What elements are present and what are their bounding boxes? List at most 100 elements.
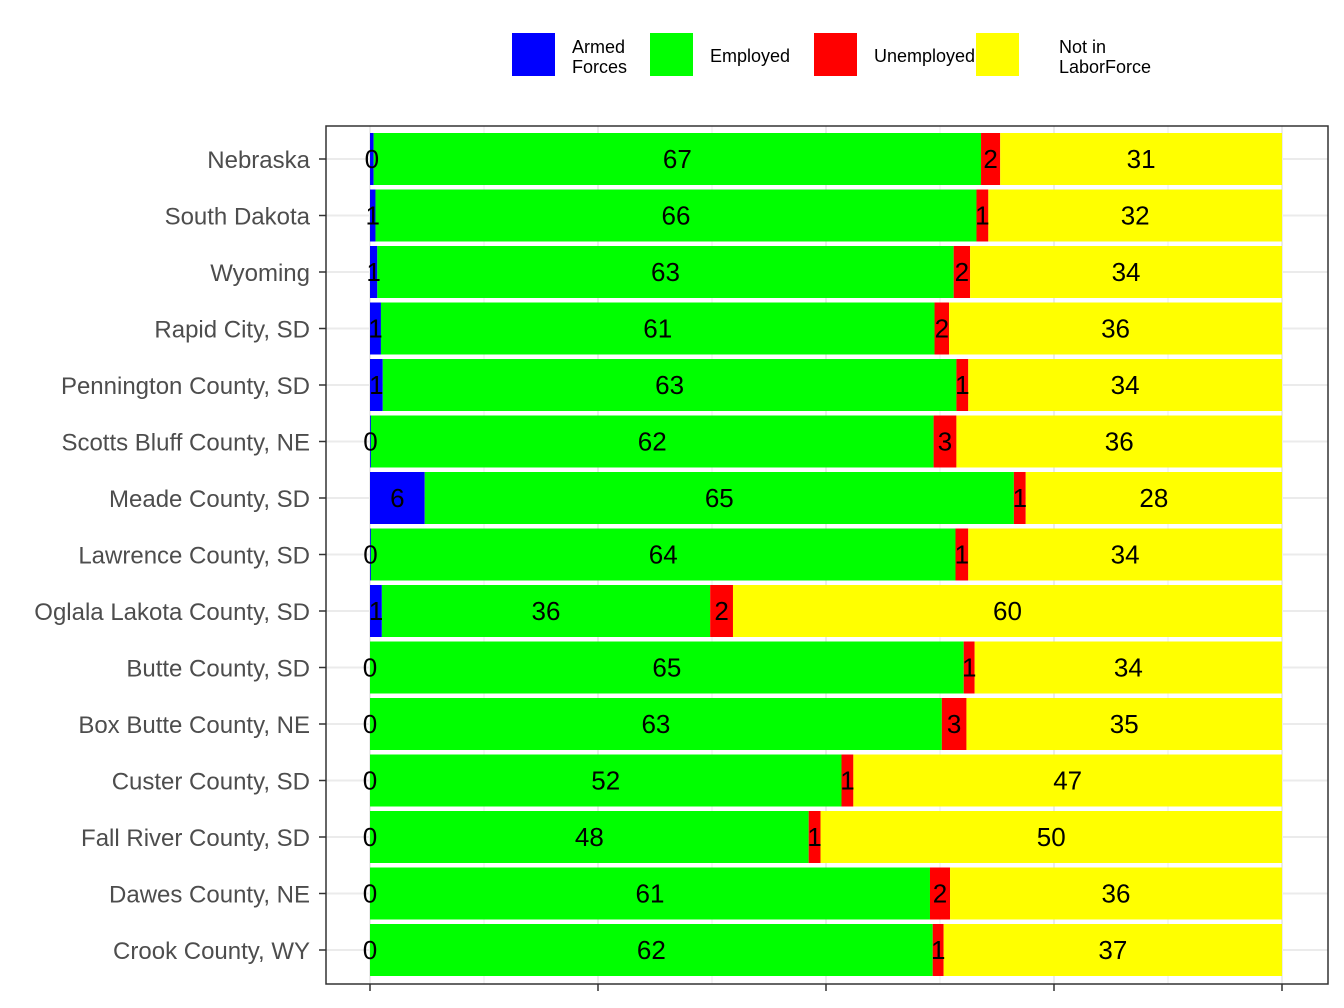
- bar-value-label: 1: [369, 370, 383, 400]
- bar-segment-armed-forces: [370, 133, 374, 185]
- bar-segment-unemployed: [953, 246, 971, 298]
- bar-segment-employed: [370, 811, 809, 863]
- bar-value-label: 1: [369, 596, 383, 626]
- bar-segment-unemployed: [929, 867, 951, 920]
- bar-value-label: 1: [1013, 483, 1027, 513]
- bar-value-label: 1: [840, 766, 854, 796]
- bar-segment-employed: [370, 867, 930, 920]
- bar-value-label: 0: [365, 144, 379, 174]
- bar-segment-armed-forces: [370, 302, 381, 355]
- bar-segment-not-in-laborforce: [966, 698, 1282, 750]
- bar-value-label: 48: [575, 822, 604, 852]
- bar-segment-employed: [380, 302, 935, 355]
- bar-segment-not-in-laborforce: [968, 528, 1282, 581]
- bar-value-label: 36: [1102, 879, 1131, 909]
- bar-value-label: 3: [947, 709, 961, 739]
- bar-value-label: 62: [638, 427, 667, 457]
- bar-value-label: 1: [368, 314, 382, 344]
- bar-segment-unemployed: [981, 133, 1001, 185]
- bar-value-label: 0: [363, 540, 377, 570]
- bar-value-label: 0: [363, 935, 377, 965]
- bar-segment-not-in-laborforce: [970, 246, 1282, 298]
- bar-segment-armed-forces: [370, 472, 425, 524]
- bar-segment-unemployed: [932, 924, 944, 976]
- bar-segment-not-in-laborforce: [853, 754, 1282, 807]
- bar-segment-employed: [424, 472, 1014, 524]
- bar-value-label: 66: [662, 201, 691, 231]
- bar-value-label: 64: [649, 540, 678, 570]
- bar-value-label: 63: [641, 709, 670, 739]
- bar-value-label: 0: [363, 653, 377, 683]
- bar-value-label: 34: [1111, 370, 1140, 400]
- bar-segment-unemployed: [963, 641, 975, 694]
- bar-segment-not-in-laborforce: [732, 585, 1282, 637]
- bar-segment-unemployed: [941, 698, 967, 750]
- bar-value-label: 65: [705, 483, 734, 513]
- legend-key-employed: [650, 33, 693, 76]
- bar-segment-not-in-laborforce: [974, 641, 1282, 694]
- y-tick-label: Butte County, SD: [126, 656, 310, 683]
- bar-segment-armed-forces: [370, 359, 383, 411]
- legend-label: Forces: [572, 57, 627, 77]
- bar-value-label: 0: [363, 427, 377, 457]
- y-tick-label: South Dakota: [165, 204, 311, 231]
- bar-segment-employed: [377, 246, 954, 298]
- bar-value-label: 0: [363, 822, 377, 852]
- bar-value-label: 62: [637, 935, 666, 965]
- bar-segment-not-in-laborforce: [1000, 133, 1282, 185]
- bar-segment-employed: [381, 585, 711, 637]
- bar-value-label: 32: [1121, 201, 1150, 231]
- legend-key-not-in-laborforce: [976, 33, 1019, 76]
- bar-value-label: 2: [955, 257, 969, 287]
- bar-segment-not-in-laborforce: [943, 924, 1282, 976]
- bar-segment-unemployed: [956, 359, 969, 411]
- bar-segment-unemployed: [841, 754, 854, 807]
- y-tick-label: Lawrence County, SD: [78, 543, 310, 570]
- bar-value-label: 65: [652, 653, 681, 683]
- bar-value-label: 1: [366, 257, 380, 287]
- bar-value-label: 2: [983, 144, 997, 174]
- bar-segment-employed: [370, 698, 942, 750]
- bar-segment-employed: [382, 359, 957, 411]
- bar-value-label: 36: [1101, 314, 1130, 344]
- y-tick-label: Nebraska: [207, 147, 310, 174]
- legend-label: Armed: [572, 37, 625, 57]
- bar-segment-employed: [370, 754, 842, 807]
- legend-label: Unemployed: [874, 46, 975, 66]
- y-tick-label: Dawes County, NE: [109, 882, 310, 909]
- bar-value-label: 34: [1111, 540, 1140, 570]
- bar-value-label: 61: [643, 314, 672, 344]
- y-tick-label: Wyoming: [210, 260, 310, 287]
- bar-value-label: 61: [636, 879, 665, 909]
- bar-value-label: 36: [532, 596, 561, 626]
- y-tick-label: Box Butte County, NE: [78, 712, 310, 739]
- y-tick-label: Fall River County, SD: [81, 825, 310, 852]
- bar-value-label: 3: [938, 427, 952, 457]
- bar-value-label: 34: [1112, 257, 1141, 287]
- bar-segment-unemployed: [1013, 472, 1026, 524]
- bar-segment-unemployed: [976, 189, 989, 242]
- bar-segment-not-in-laborforce: [968, 359, 1282, 411]
- y-tick-label: Scotts Bluff County, NE: [61, 430, 310, 457]
- bar-segment-employed: [370, 415, 934, 468]
- bar-segment-unemployed: [934, 302, 950, 355]
- bar-value-label: 31: [1127, 144, 1156, 174]
- bar-segment-armed-forces: [370, 415, 371, 468]
- bar-value-label: 1: [962, 653, 976, 683]
- y-tick-label: Custer County, SD: [112, 769, 310, 796]
- bar-segment-employed: [370, 924, 933, 976]
- legend-label: Employed: [710, 46, 790, 66]
- bar-value-label: 47: [1053, 766, 1082, 796]
- bar-value-label: 63: [651, 257, 680, 287]
- bar-value-label: 1: [975, 201, 989, 231]
- bar-segment-armed-forces: [370, 585, 382, 637]
- bar-segment-unemployed: [933, 415, 957, 468]
- legend-key-armed-forces: [512, 33, 555, 76]
- bar-value-label: 36: [1105, 427, 1134, 457]
- bar-value-label: 50: [1037, 822, 1066, 852]
- bar-segment-not-in-laborforce: [820, 811, 1282, 863]
- y-tick-label: Rapid City, SD: [154, 317, 310, 344]
- bar-value-label: 0: [363, 709, 377, 739]
- legend-label: LaborForce: [1059, 57, 1151, 77]
